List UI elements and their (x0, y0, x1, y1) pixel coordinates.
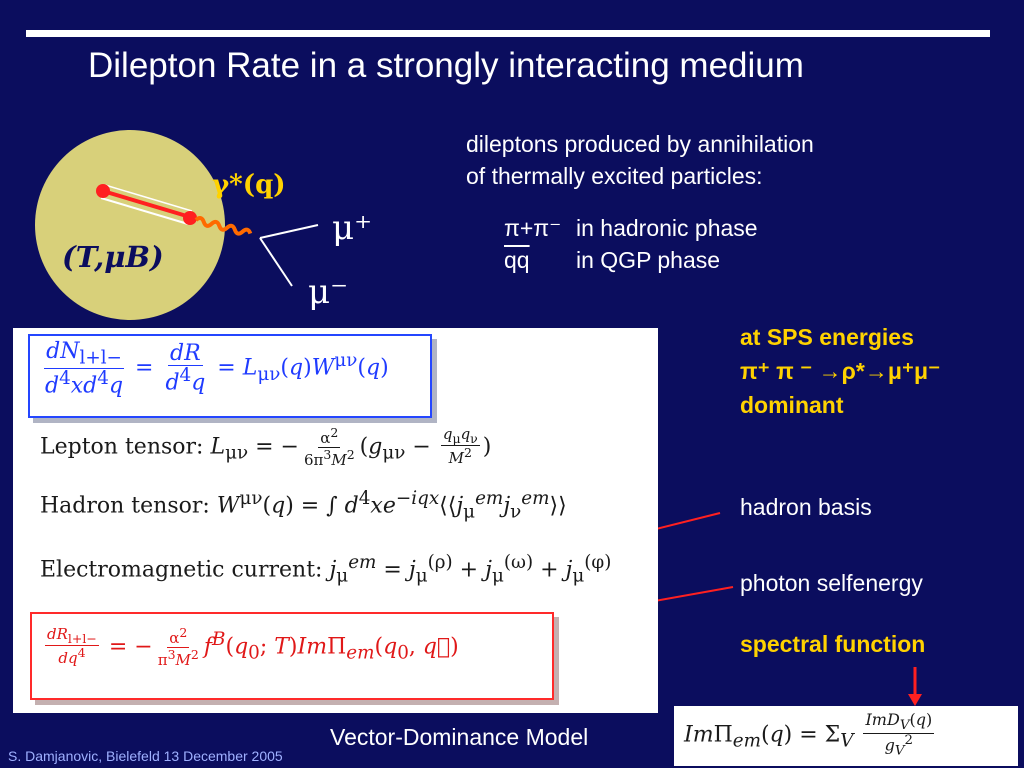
spectral-equation-box (30, 612, 554, 700)
qgp-phase-text: in QGP phase (576, 247, 721, 273)
lepton-tensor-label: Lepton tensor: (40, 434, 204, 460)
intro-line-2: of thermally excited particles: (466, 163, 763, 189)
lepton-tensor-eq: Lepton tensor: Lμν = − α2 6π3M2 (gμν − qμqν… (40, 425, 492, 469)
hadron-basis-label: hadron basis (740, 494, 872, 520)
particle-dot-1 (96, 184, 110, 198)
hadron-tensor-label: Hadron tensor: (40, 493, 210, 519)
quark-line-3 (104, 184, 193, 212)
sps-line-1: at SPS energies (740, 324, 914, 350)
spectral-rate-equation: dRl+l− dq4 = − α2 π3M2 fB(q0; T)ImΠem(q0, q⃗… (45, 625, 459, 669)
top-rule (26, 30, 990, 37)
sps-note: at SPS energies π⁺ π ⁻ →ρ*→μ⁺μ⁻ dominant (740, 320, 940, 422)
quark-line-2 (100, 197, 189, 225)
hadronic-phase-text: in hadronic phase (576, 215, 758, 241)
phase-qgp: qq in QGP phase (504, 244, 758, 276)
mu-minus-line (259, 237, 293, 287)
virtual-photon-line (194, 216, 253, 236)
phase-list: π+π⁻ in hadronic phase qq in QGP phase (504, 212, 758, 276)
slide-title: Dilepton Rate in a strongly interacting … (88, 46, 804, 85)
vdm-formula: ImΠem(q) = ΣV ImDV(q) gV2 (684, 710, 935, 759)
em-current-eq: Electromagnetic current: jμem = jμ(ρ) + … (40, 552, 612, 587)
phase-hadronic: π+π⁻ in hadronic phase (504, 212, 758, 244)
spectral-function-label: spectral function (740, 631, 926, 657)
vector-dominance-label: Vector-Dominance Model (330, 724, 589, 750)
intro-line-1: dileptons produced by annihilation (466, 131, 814, 157)
mu-plus-label: μ⁺ (332, 208, 373, 248)
hadron-tensor-eq: Hadron tensor: Wμν(q) = ∫ d4xe−iqx⟨⟨jμem… (40, 488, 567, 523)
mu-plus-line (259, 224, 319, 239)
em-current-label: Electromagnetic current: (40, 557, 323, 583)
particle-dot-2 (183, 211, 197, 225)
quark-line-1 (102, 189, 191, 219)
medium-label: (T,μB) (62, 240, 164, 274)
quark-pair: qq (504, 247, 530, 273)
mu-minus-label: μ⁻ (308, 272, 349, 312)
equation-panel (13, 328, 658, 713)
sps-line-2: π⁺ π ⁻ →ρ*→μ⁺μ⁻ (740, 358, 941, 384)
intro-text: dileptons produced by annihilation of th… (466, 128, 814, 192)
photon-selfenergy-label: photon selfenergy (740, 570, 923, 596)
rate-equation: dNl+l− d4xd4q = dR d4q = Lμν(q)Wμν(q) (44, 339, 389, 398)
pion-pair: π+π⁻ (504, 215, 562, 241)
vdm-formula-panel (674, 706, 1018, 766)
rate-equation-box (28, 334, 432, 418)
footer-credit: S. Damjanovic, Bielefeld 13 December 200… (8, 748, 283, 764)
thermal-medium-sphere (35, 130, 225, 320)
sps-line-3: dominant (740, 392, 844, 418)
gamma-star-label: γ*(q) (212, 170, 286, 200)
